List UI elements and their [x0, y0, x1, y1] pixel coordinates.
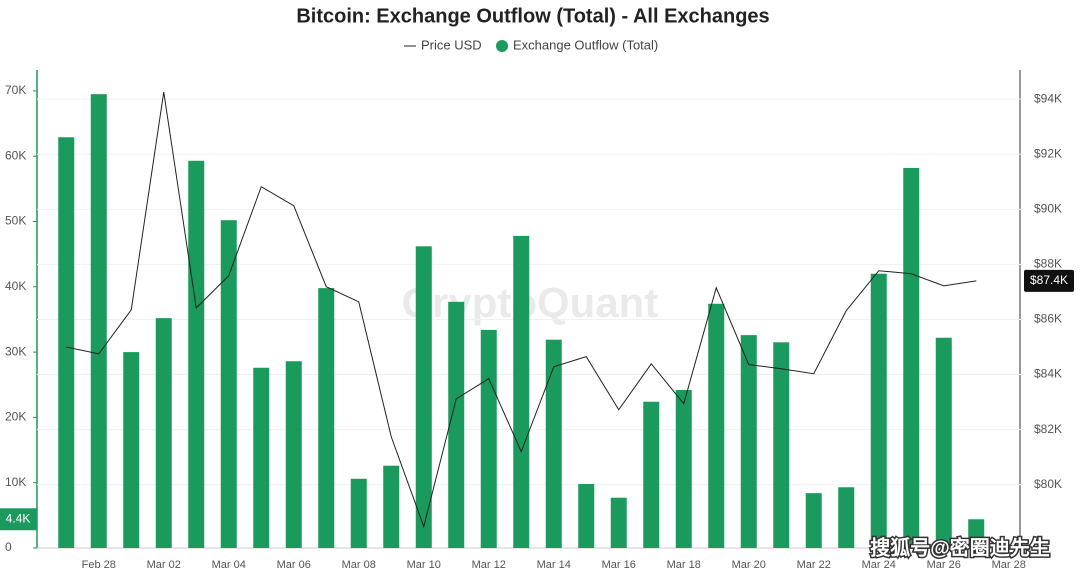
bar	[578, 484, 595, 548]
bar	[415, 246, 432, 549]
x-tick-label: Mar 24	[862, 559, 896, 571]
bar	[805, 493, 822, 548]
x-tick-label: Mar 16	[602, 559, 636, 571]
y-tick-label: 0	[5, 540, 12, 554]
bar	[90, 94, 107, 549]
bar	[610, 497, 627, 548]
y2-tick-label: $90K	[1034, 201, 1062, 215]
value-badge-label: 4.4K	[6, 511, 31, 525]
y-tick-label: 30K	[5, 344, 26, 358]
bar	[935, 337, 952, 548]
bar	[870, 273, 887, 548]
y2-tick-label: $92K	[1034, 146, 1062, 160]
x-tick-label: Mar 02	[147, 559, 181, 571]
bar	[285, 361, 302, 548]
source-mark: 搜狐号@密圈迪先生	[870, 535, 1050, 559]
x-tick-label: Feb 28	[82, 559, 116, 571]
y2-tick-label: $86K	[1034, 312, 1062, 326]
y-tick-label: 60K	[5, 148, 26, 162]
bar	[318, 288, 335, 548]
bar	[838, 487, 855, 548]
bar	[708, 303, 725, 548]
bar	[58, 137, 75, 548]
bar	[675, 389, 692, 548]
bar	[350, 478, 367, 548]
bar	[480, 329, 497, 548]
legend-dot	[496, 40, 508, 52]
bar	[545, 339, 562, 548]
bar	[740, 335, 757, 548]
bar	[773, 342, 790, 548]
watermark: CryptoQuant	[402, 279, 659, 326]
price-badge	[1024, 269, 1074, 292]
bar	[220, 220, 237, 548]
y2-tick-label: $82K	[1034, 422, 1062, 436]
bar	[123, 352, 140, 548]
price-line	[66, 91, 977, 529]
bar	[513, 235, 530, 548]
y-tick-label: 40K	[5, 279, 26, 293]
x-tick-label: Mar 26	[927, 559, 961, 571]
x-tick-label: Mar 22	[797, 559, 831, 571]
x-tick-label: Mar 08	[342, 559, 376, 571]
x-tick-label: Mar 04	[212, 559, 246, 571]
y2-tick-label: $84K	[1034, 367, 1062, 381]
y2-tick-label: $88K	[1034, 257, 1062, 271]
x-tick-label: Mar 28	[992, 559, 1026, 571]
y-tick-label: 10K	[5, 475, 26, 489]
bar	[155, 318, 172, 548]
x-tick-label: Mar 20	[732, 559, 766, 571]
chart-title: Bitcoin: Exchange Outflow (Total) - All …	[296, 5, 769, 27]
legend-label: Exchange Outflow (Total)	[513, 37, 658, 52]
price-badge-label: $87.4K	[1030, 273, 1068, 287]
bar	[448, 301, 465, 548]
legend-label: Price USD	[421, 37, 482, 52]
y2-tick-label: $94K	[1034, 91, 1062, 105]
y2-tick-label: $80K	[1034, 477, 1062, 491]
bar	[903, 167, 920, 549]
bar	[643, 401, 660, 548]
x-tick-label: Mar 14	[537, 559, 571, 571]
x-tick-label: Mar 12	[472, 559, 506, 571]
bar	[188, 160, 205, 548]
bar	[383, 465, 400, 548]
y-tick-label: 50K	[5, 214, 26, 228]
bar	[253, 367, 270, 548]
value-badge	[0, 508, 37, 531]
x-tick-label: Mar 06	[277, 559, 311, 571]
x-tick-label: Mar 10	[407, 559, 441, 571]
y-tick-label: 70K	[5, 83, 26, 97]
y-tick-label: 20K	[5, 410, 26, 424]
bar	[968, 519, 985, 548]
x-tick-label: Mar 18	[667, 559, 701, 571]
